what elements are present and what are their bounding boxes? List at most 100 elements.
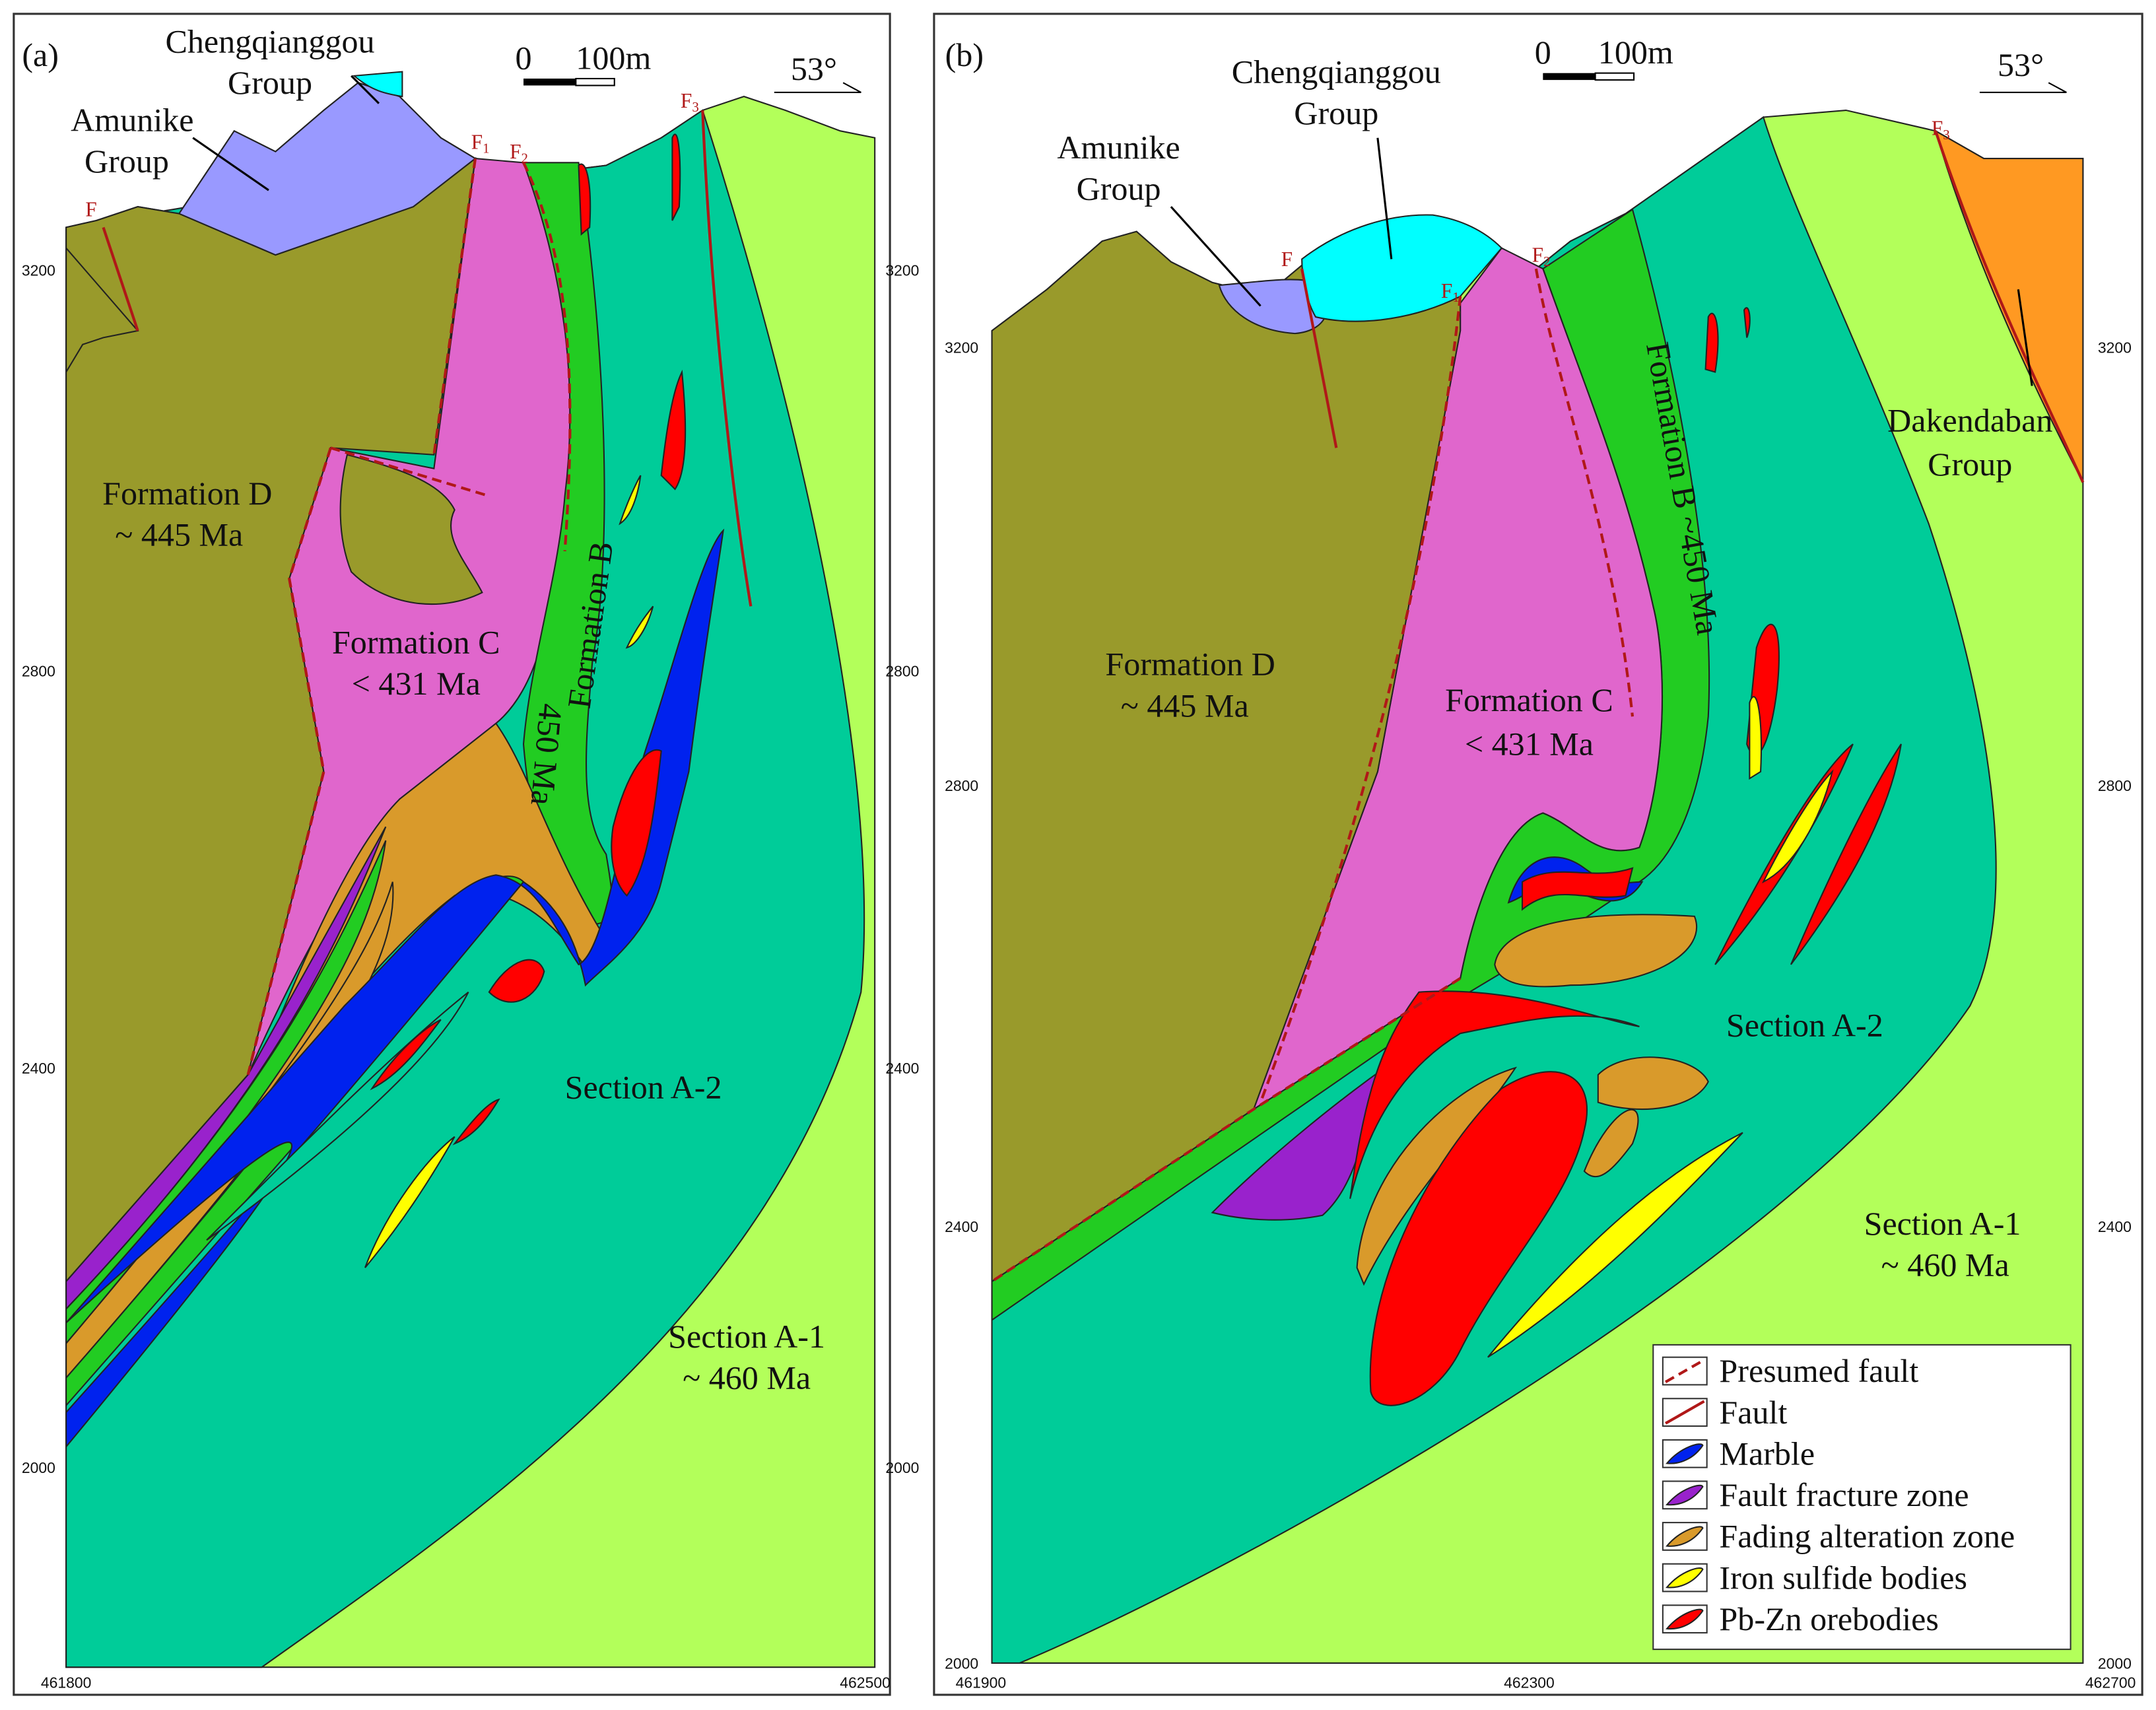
fading-zone — [1356, 1066, 1518, 1286]
iron-sulfide-body — [1761, 769, 1834, 884]
fault-lines — [1259, 268, 1634, 1103]
unit-label: Formation C — [332, 623, 500, 660]
scale-label: 100m — [1598, 34, 1673, 71]
pb-zn-orebody — [488, 959, 545, 1003]
legend — [1665, 1400, 1705, 1425]
formation-c-unit — [1252, 247, 1664, 1111]
fault-letter: F — [510, 140, 521, 163]
panel-label: (a) — [22, 36, 59, 73]
formation-d-unit — [65, 246, 139, 375]
pb-zn-orebody — [370, 1019, 442, 1091]
tick-label: 3200 — [2098, 339, 2132, 356]
tick-label: 2000 — [2098, 1655, 2132, 1672]
fading-zone — [1597, 1056, 1709, 1111]
pb-zn-orebody — [370, 133, 687, 1146]
fault-label: F3 — [681, 89, 699, 115]
pb-zn-orebody — [1521, 867, 1634, 911]
pb-zn-orebody — [1743, 307, 1751, 338]
scale-bar — [523, 77, 615, 86]
unit-label: Chengqianggou — [1232, 53, 1441, 90]
tick-label: 462300 — [1504, 1674, 1555, 1692]
tick-label: 461900 — [956, 1674, 1007, 1692]
bearing-arrow — [1979, 82, 2067, 93]
legend — [1666, 1526, 1704, 1547]
unit-label: 450 Ma — [524, 702, 570, 807]
legend-label: Fading alteration zone — [1719, 1518, 2015, 1555]
scale-label: 0 — [516, 39, 532, 76]
pb-zn-orebody — [671, 133, 681, 221]
scale-label: 0 — [1535, 34, 1551, 71]
unit-label: Chengqianggou — [165, 22, 374, 59]
fault-letter: F — [1532, 244, 1543, 267]
fault-lines — [991, 130, 2085, 1283]
unit-label: < 431 Ma — [1465, 726, 1594, 763]
bearing: 53° — [1998, 46, 2044, 83]
iron-sulfide-body — [619, 475, 642, 526]
pb-zn-orebody — [578, 163, 591, 236]
fault-index: 2 — [522, 150, 528, 166]
tick-label: 2000 — [885, 1459, 919, 1476]
tick-label: 2400 — [945, 1218, 978, 1235]
tick-label: 462500 — [840, 1674, 891, 1692]
pb-zn-orebody — [1704, 312, 1719, 373]
iron-sulfide-body — [364, 1136, 455, 1268]
unit-label: Group — [84, 143, 169, 180]
tick-label: 461800 — [41, 1674, 92, 1692]
tick-label: 2000 — [22, 1459, 55, 1476]
unit-label: Section A-2 — [565, 1068, 722, 1105]
legend — [1665, 1359, 1705, 1384]
legend-label: Marble — [1719, 1435, 1815, 1472]
unit-label: Formation D — [1105, 646, 1275, 683]
unit-label: Group — [1294, 94, 1378, 131]
scale-bar — [523, 79, 576, 86]
fault-label: F — [1281, 248, 1293, 271]
unit-label: Dakendaban — [1887, 401, 2052, 438]
unit-label: Group — [1928, 446, 2012, 483]
bearing-arrow — [774, 82, 861, 93]
tick-label: 2400 — [885, 1060, 919, 1077]
iron-sulfide-body — [625, 605, 654, 649]
tick-label: 2800 — [945, 777, 978, 794]
fault-label: F3 — [1932, 117, 1950, 143]
iron-sulfide-body — [1749, 696, 1763, 780]
legend — [1666, 1608, 1704, 1630]
unit-label: Group — [228, 64, 312, 101]
fault-label: F2 — [510, 140, 528, 166]
scale-label: 100m — [576, 39, 651, 76]
fault-index: 2 — [1543, 254, 1550, 269]
iron-sulfide-body — [1487, 1132, 1743, 1358]
bearing: 53° — [791, 50, 837, 87]
pb-zn-orebody — [1369, 1071, 1588, 1406]
fading-zone — [1583, 1109, 1639, 1178]
chengqianggou-unit — [352, 71, 403, 98]
fading-zone — [233, 722, 614, 1131]
legend: Presumed fault Fault Marble Fault fractu… — [1652, 1344, 2072, 1651]
formation-d-unit — [65, 156, 477, 1283]
fault-lines — [102, 110, 753, 607]
fault-lines — [1300, 130, 2085, 483]
legend-label: Fault fracture zone — [1719, 1476, 1969, 1513]
fault-index: 1 — [1452, 289, 1459, 305]
tick-label: 2400 — [22, 1060, 55, 1077]
formation-c-unit — [339, 454, 483, 605]
fault-lines — [522, 162, 572, 551]
tick-label: 462700 — [2085, 1674, 2136, 1692]
iron-sulfide-body — [1487, 696, 1834, 1358]
fault-label: F — [85, 198, 96, 221]
pb-zn-orebody — [611, 749, 662, 897]
unit-label: Formation C — [1445, 681, 1613, 718]
panel-b: (b) Chengqianggou Group Amunike Group F … — [933, 13, 2143, 1696]
legend — [1652, 1344, 2072, 1651]
fault-label: F1 — [471, 130, 490, 156]
legend-label: Iron sulfide bodies — [1719, 1559, 1967, 1596]
pb-zn-orebody — [452, 1098, 500, 1146]
legend — [1666, 1443, 1704, 1464]
legend-label: Fault — [1719, 1394, 1787, 1431]
fading-zone — [1494, 914, 1698, 988]
unit-label: Amunike — [71, 101, 193, 138]
fault-letter: F — [1932, 117, 1943, 140]
fault-lines — [246, 158, 490, 1076]
pb-zn-orebody — [1790, 743, 1902, 965]
legend — [1666, 1484, 1704, 1506]
